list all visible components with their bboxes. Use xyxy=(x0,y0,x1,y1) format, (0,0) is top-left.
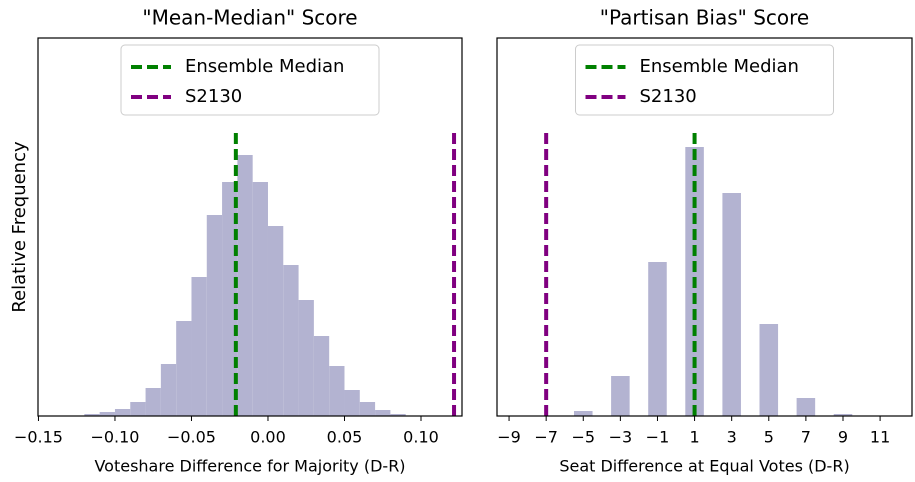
histogram-bar xyxy=(722,193,741,416)
histogram-bar xyxy=(611,376,630,416)
x-axis-label: Voteshare Difference for Majority (D-R) xyxy=(94,457,405,476)
histogram-bar xyxy=(237,155,253,416)
x-tick-label: 3 xyxy=(727,428,737,447)
x-tick-label: −1 xyxy=(646,428,670,447)
histogram-bar xyxy=(283,265,299,416)
histogram-bar xyxy=(99,412,115,416)
histogram-bar xyxy=(359,402,376,416)
legend-box xyxy=(575,44,834,116)
histogram-bar xyxy=(375,410,391,416)
x-tick-label: −9 xyxy=(497,428,521,447)
plot-frame xyxy=(496,37,913,417)
histogram-bar xyxy=(252,182,268,416)
histogram-bar xyxy=(329,366,345,416)
x-tick-label: −0.05 xyxy=(167,428,216,447)
legend-box xyxy=(120,44,380,116)
histogram-bar xyxy=(759,324,779,416)
histogram-bar xyxy=(114,409,131,416)
histogram-bar xyxy=(145,388,161,416)
x-tick-label: 11 xyxy=(870,428,890,447)
x-tick-label: −5 xyxy=(571,428,595,447)
x-tick-label: 9 xyxy=(838,428,848,447)
legend-label: Ensemble Median xyxy=(185,56,344,77)
histogram-bar xyxy=(648,262,667,416)
histogram-bar xyxy=(313,336,330,416)
chart-title: "Mean-Median" Score xyxy=(142,6,357,30)
x-tick-label: −3 xyxy=(609,428,633,447)
plot-frame xyxy=(37,37,463,417)
histogram-bar xyxy=(222,182,238,416)
histogram-bar xyxy=(573,411,593,416)
histogram-bar xyxy=(84,414,100,416)
legend-label: S2130 xyxy=(640,86,697,107)
x-tick-label: −0.10 xyxy=(90,428,139,447)
x-tick-label: 5 xyxy=(764,428,774,447)
x-tick-label: 0.05 xyxy=(327,428,363,447)
x-tick-label: 7 xyxy=(801,428,811,447)
y-axis-label: Relative Frequency xyxy=(9,141,30,313)
histogram-bar xyxy=(191,277,207,416)
x-axis-label: Seat Difference at Equal Votes (D-R) xyxy=(559,457,849,476)
x-tick-label: 0.10 xyxy=(403,428,439,447)
legend-label: Ensemble Median xyxy=(640,56,799,77)
histogram-bar xyxy=(267,226,284,416)
histogram-bar xyxy=(130,402,146,416)
legend-label: S2130 xyxy=(185,86,242,107)
chart-title: "Partisan Bias" Score xyxy=(600,6,809,30)
x-tick-label: 1 xyxy=(689,428,699,447)
histogram-bar xyxy=(390,414,406,416)
histogram-bar xyxy=(160,364,177,416)
histogram-bar xyxy=(833,414,853,416)
histogram-bar xyxy=(176,321,192,416)
histogram-bar xyxy=(796,398,816,416)
histogram-bar xyxy=(206,215,223,416)
x-tick-label: 0.00 xyxy=(250,428,286,447)
x-tick-label: −7 xyxy=(534,428,558,447)
histogram-bar xyxy=(344,390,360,416)
histogram-bar xyxy=(298,300,314,416)
x-tick-label: −0.15 xyxy=(14,428,63,447)
